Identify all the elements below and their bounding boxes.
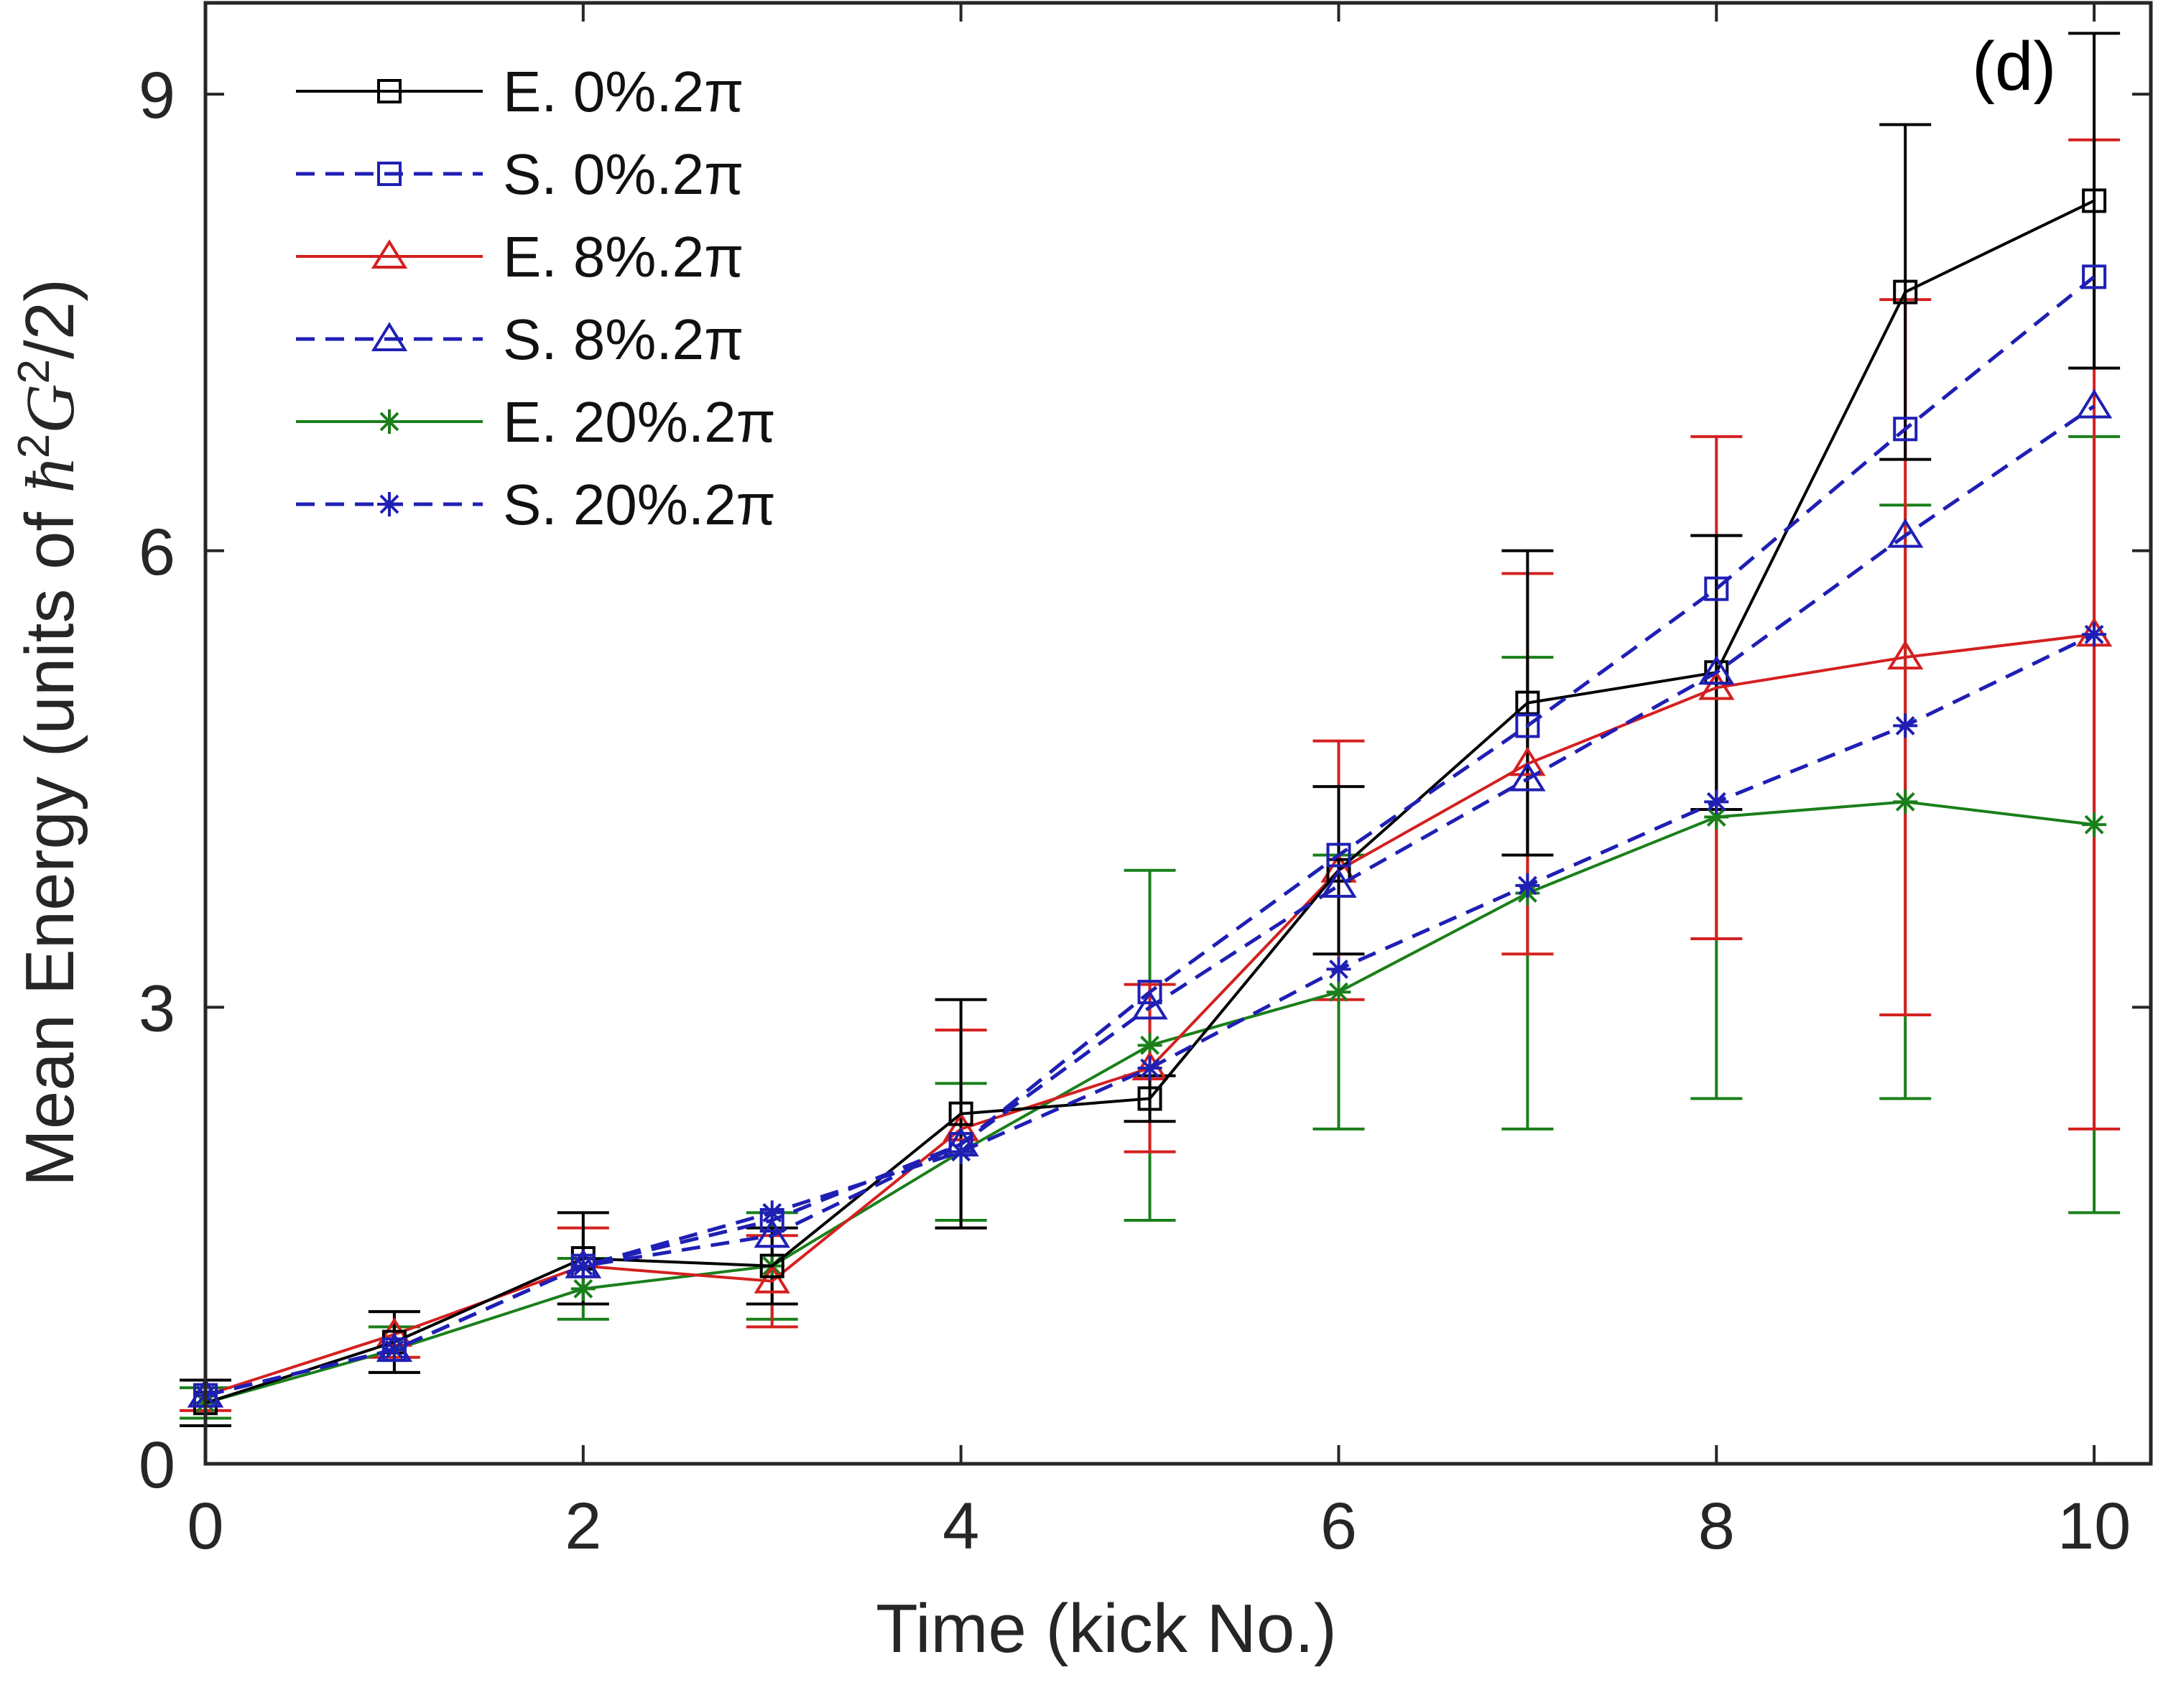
series-2-point (1887, 640, 1924, 670)
panel-label: (d) (1972, 28, 2056, 105)
series-5-point (1704, 789, 1729, 814)
legend-label: E. 20%.2π (503, 390, 776, 454)
series-3-point (1698, 655, 1735, 685)
y-tick-label: 9 (139, 59, 175, 132)
series-1-point (1893, 417, 1918, 442)
legend-entry: S. 8%.2π (296, 307, 744, 371)
legend-marker-d2 (379, 412, 399, 432)
series-5-point (1893, 713, 1918, 738)
series-1-point (1137, 980, 1162, 1005)
series-0-point (948, 1101, 973, 1126)
series-3-point (1320, 868, 1357, 898)
legend-label: E. 8%.2π (503, 225, 744, 289)
series-5-point-d2 (384, 1340, 404, 1360)
series-0-point (1137, 1086, 1162, 1111)
series-5-point-d2 (1517, 876, 1537, 896)
x-tick-label: 2 (565, 1490, 601, 1563)
series-5-point (570, 1253, 596, 1278)
series-5-point (1137, 1056, 1162, 1081)
series-4-point (1893, 789, 1918, 814)
series-4-point-d2 (1895, 792, 1915, 812)
legend-marker (377, 79, 402, 103)
series-0-point (2082, 188, 2107, 213)
series-0-line (205, 199, 2095, 1405)
series-2-point (1698, 670, 1735, 700)
x-tick-label: 4 (943, 1490, 979, 1563)
series-4-point-d2 (2084, 814, 2104, 835)
y-tick-label: 6 (139, 516, 175, 589)
series-4-point-d2 (573, 1278, 593, 1299)
legend-marker (377, 492, 402, 516)
series-5-point-d2 (1140, 1058, 1159, 1078)
legend-label: E. 0%.2π (503, 60, 744, 124)
y-axis-label-hbar: ħ (11, 458, 88, 493)
y-tick-label: 3 (139, 972, 175, 1045)
y-axis-label-sup-a: 2 (9, 434, 59, 458)
legend-label: S. 0%.2π (503, 142, 744, 206)
legend-entry: E. 20%.2π (296, 390, 776, 454)
x-tick-label: 0 (187, 1490, 223, 1563)
y-axis-ticks: 0 3 6 9 (139, 59, 2151, 1502)
y-axis-label-g: G (11, 384, 88, 433)
legend-entry: E. 0%.2π (296, 60, 744, 124)
series-1-point (1326, 843, 1351, 868)
series-4-point (1326, 980, 1351, 1005)
series-1-point (1704, 576, 1729, 601)
series-3-point (1509, 761, 1546, 792)
series-3-point (1131, 990, 1168, 1020)
series-1-point (1515, 713, 1540, 738)
series-5-point (1326, 957, 1351, 982)
x-axis-label: Time (kick No.) (876, 1590, 1337, 1667)
x-tick-label: 6 (1320, 1490, 1357, 1563)
series-4-point (2082, 812, 2107, 837)
legend-marker (371, 322, 408, 351)
series-0-point (1326, 858, 1351, 883)
y-axis-label-suffix: /2) (11, 279, 88, 359)
legend-entry: S. 0%.2π (296, 142, 744, 206)
x-tick-label: 8 (1698, 1490, 1735, 1563)
y-tick-label: 0 (139, 1429, 175, 1502)
legend-marker (377, 409, 402, 434)
series-5-point-d2 (573, 1256, 593, 1276)
series-4-point (570, 1276, 596, 1301)
series-4-point-d2 (1706, 807, 1726, 827)
series-3-point (2075, 389, 2113, 419)
y-axis-label-sup-b: 2 (9, 359, 59, 384)
legend-marker-d2 (379, 494, 399, 514)
legend-marker (377, 162, 402, 186)
series-5-point-d2 (1895, 715, 1915, 735)
series-5-point-d2 (951, 1142, 971, 1162)
legend-marker (371, 239, 408, 269)
series-0-point (759, 1253, 784, 1278)
series-3-point (1887, 518, 1924, 548)
series-5-point-d2 (762, 1202, 782, 1222)
y-axis-label-prefix: Mean Energy (units of (11, 493, 88, 1187)
plot-frame (203, 1, 2153, 1466)
series-5-point (759, 1200, 784, 1225)
series-5-point-d2 (2084, 624, 2104, 644)
series-4-point-d2 (1140, 1035, 1159, 1055)
series-5-point (948, 1139, 973, 1164)
x-axis-ticks: 0 2 4 6 8 10 (187, 3, 2131, 1563)
series-2-point (1509, 746, 1546, 776)
legend-entry: E. 8%.2π (296, 225, 744, 289)
legend: E. 0%.2π S. 0%.2π E. 8%.2π S. 8%.2π E. 20%.2… (296, 60, 776, 537)
series-3-point (754, 1218, 790, 1248)
series-0-point (1893, 279, 1918, 305)
series-4-point-d2 (1329, 982, 1348, 1002)
series-5-point-d2 (1329, 959, 1348, 979)
series-5-point (2082, 622, 2107, 647)
series-1-point (2082, 264, 2107, 289)
y-axis-label: Mean Energy (units of ħ2G2/2) (9, 279, 89, 1187)
series-5-point (381, 1337, 407, 1363)
legend-entry: S. 20%.2π (296, 473, 776, 537)
x-tick-label: 10 (2057, 1490, 2131, 1563)
series-2-point (754, 1263, 790, 1294)
series-5-point-d2 (1706, 792, 1726, 812)
legend-label: S. 20%.2π (503, 473, 776, 537)
legend-label: S. 8%.2π (503, 307, 744, 371)
series-5-point (1515, 873, 1540, 898)
